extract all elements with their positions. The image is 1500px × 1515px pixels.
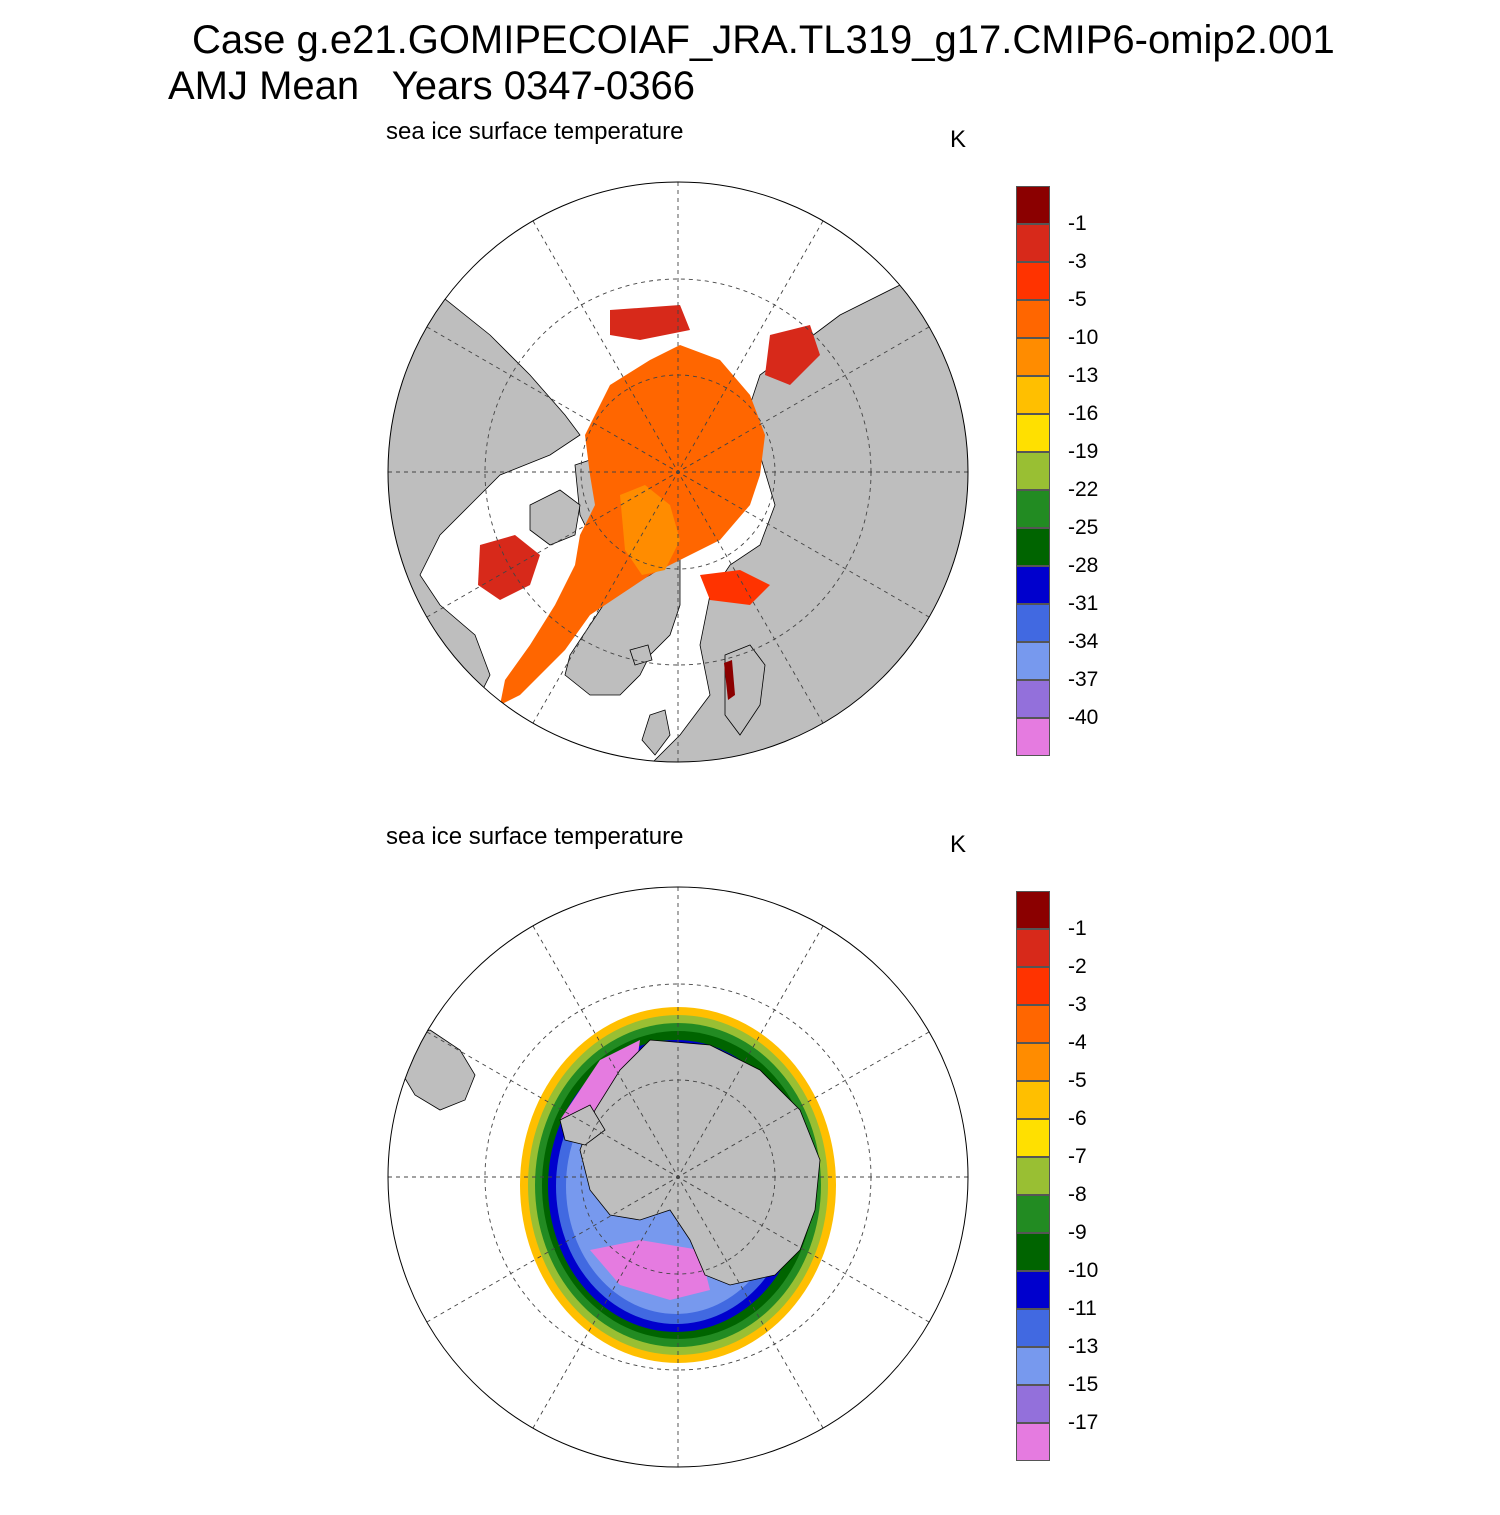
colorbar-label: -7 xyxy=(1068,1145,1087,1168)
colorbar-swatch xyxy=(1016,1423,1050,1461)
panel-subtitle: sea ice surface temperature xyxy=(386,118,684,145)
colorbar-swatch xyxy=(1016,929,1050,967)
colorbar-label: -1 xyxy=(1068,212,1087,235)
colorbar-swatch xyxy=(1016,1157,1050,1195)
land-antarctica xyxy=(579,1039,821,1286)
colorbar-label: -40 xyxy=(1068,706,1099,729)
south-panel: sea ice surface temperature K xyxy=(0,815,1500,1515)
colorbar-swatch xyxy=(1016,1119,1050,1157)
graticule-south xyxy=(388,887,968,1467)
colorbar-label: -25 xyxy=(1068,516,1099,539)
colorbar-swatch xyxy=(1016,967,1050,1005)
colorbar-swatch xyxy=(1016,1347,1050,1385)
panel-subtitle: sea ice surface temperature xyxy=(386,823,684,850)
sea-ice-north xyxy=(478,305,820,705)
colorbar-swatch xyxy=(1016,891,1050,929)
north-polar-map xyxy=(387,181,969,763)
colorbar-swatch xyxy=(1016,604,1050,642)
colorbar-swatch xyxy=(1016,300,1050,338)
colorbar-swatch xyxy=(1016,490,1050,528)
colorbar-label: -15 xyxy=(1068,1373,1099,1396)
north-panel: sea ice surface temperature K xyxy=(0,110,1500,810)
colorbar-swatch xyxy=(1016,1005,1050,1043)
figure-title-period: AMJ Mean Years 0347-0366 xyxy=(168,64,696,108)
colorbar-swatch xyxy=(1016,1385,1050,1423)
colorbar-label: -3 xyxy=(1068,250,1087,273)
colorbar-swatch xyxy=(1016,642,1050,680)
colorbar-swatch xyxy=(1016,186,1050,224)
units-label: K xyxy=(950,126,967,153)
colorbar-swatch xyxy=(1016,376,1050,414)
colorbar-label: -9 xyxy=(1068,1221,1087,1244)
colorbar-label: -37 xyxy=(1068,668,1099,691)
colorbar-label: -4 xyxy=(1068,1031,1087,1054)
colorbar-swatch xyxy=(1016,414,1050,452)
colorbar-label: -1 xyxy=(1068,917,1087,940)
colorbar-label: -6 xyxy=(1068,1107,1087,1130)
figure-title-case: Case g.e21.GOMIPECOIAF_JRA.TL319_g17.CMI… xyxy=(192,18,1335,62)
colorbar-label: -31 xyxy=(1068,592,1099,615)
colorbar-label: -10 xyxy=(1068,326,1099,349)
colorbar-swatch xyxy=(1016,1081,1050,1119)
colorbar-swatch xyxy=(1016,718,1050,756)
colorbar-swatch xyxy=(1016,452,1050,490)
colorbar-swatch xyxy=(1016,262,1050,300)
colorbar-swatch xyxy=(1016,1271,1050,1309)
colorbar-label: -28 xyxy=(1068,554,1099,577)
south-polar-map xyxy=(387,886,969,1468)
colorbar-swatch xyxy=(1016,1195,1050,1233)
colorbar-label: -5 xyxy=(1068,1069,1087,1092)
colorbar-swatch xyxy=(1016,528,1050,566)
colorbar-label: -5 xyxy=(1068,288,1087,311)
colorbar-label: -11 xyxy=(1068,1297,1097,1320)
colorbar-swatch xyxy=(1016,1233,1050,1271)
colorbar-swatch xyxy=(1016,1309,1050,1347)
land-antarctic-peninsula xyxy=(559,1104,606,1146)
colorbar-swatch xyxy=(1016,224,1050,262)
colorbar-label: -34 xyxy=(1068,630,1099,653)
colorbar-label: -10 xyxy=(1068,1259,1099,1282)
colorbar-label: -16 xyxy=(1068,402,1099,425)
colorbar-label: -13 xyxy=(1068,1335,1099,1358)
colorbar-swatch xyxy=(1016,566,1050,604)
colorbar-label: -2 xyxy=(1068,955,1087,978)
graticule-north xyxy=(388,182,968,762)
units-label: K xyxy=(950,831,967,858)
colorbar-label: -8 xyxy=(1068,1183,1087,1206)
colorbar-label: -3 xyxy=(1068,993,1087,1016)
colorbar-swatch xyxy=(1016,338,1050,376)
colorbar-label: -22 xyxy=(1068,478,1099,501)
colorbar-label: -13 xyxy=(1068,364,1099,387)
colorbar-swatch xyxy=(1016,1043,1050,1081)
colorbar-swatch xyxy=(1016,680,1050,718)
colorbar-label: -19 xyxy=(1068,440,1099,463)
colorbar-label: -17 xyxy=(1068,1411,1099,1434)
